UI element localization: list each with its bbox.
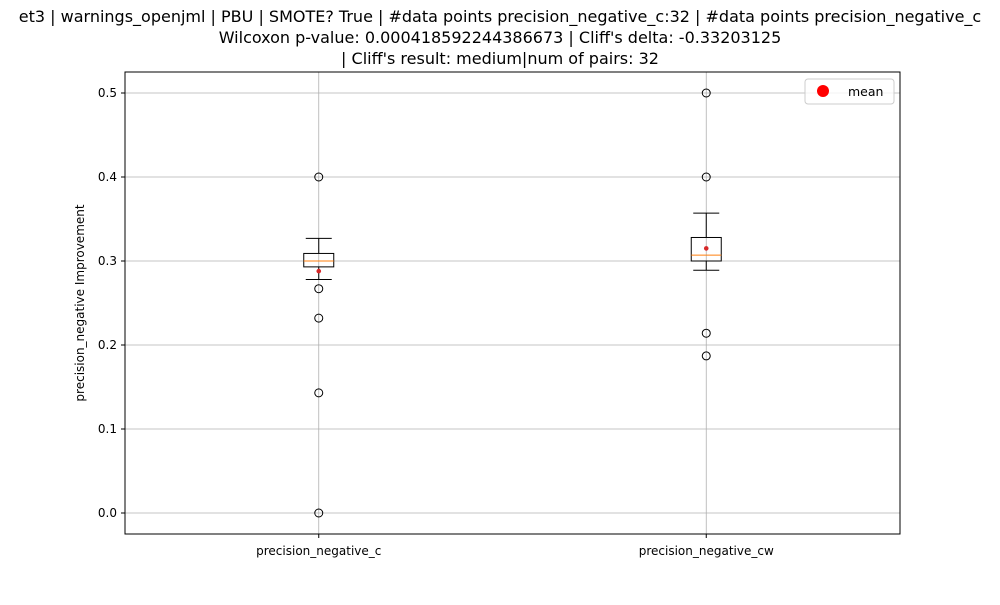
plot-area — [303, 88, 722, 518]
box-iqr — [690, 236, 722, 262]
mean-marker — [316, 268, 322, 274]
y-tick-label: 0.4 — [98, 170, 117, 184]
y-tick-label: 0.3 — [98, 254, 117, 268]
outlier-point — [314, 388, 324, 398]
y-tick-label: 0.2 — [98, 338, 117, 352]
y-axis-label: precision_negative Improvement — [73, 204, 87, 401]
box-iqr — [303, 252, 335, 268]
box-group-precision_negative_c — [303, 172, 335, 518]
outlier-point — [701, 328, 711, 338]
outlier-point — [701, 351, 711, 361]
y-axis: 0.0 0.1 0.2 0.3 0.4 0.5 — [98, 86, 125, 520]
outlier-point — [701, 88, 711, 98]
grid-lines — [125, 72, 900, 534]
legend-frame — [804, 78, 895, 105]
outlier-point — [701, 172, 711, 182]
legend-mean-marker — [817, 85, 829, 97]
chart-title-line-2: Wilcoxon p-value: 0.000418592244386673 |… — [219, 28, 782, 47]
y-tick-label: 0.0 — [98, 506, 117, 520]
chart-title-line-1: et3 | warnings_openjml | PBU | SMOTE? Tr… — [19, 7, 981, 27]
x-tick-label: precision_negative_cw — [639, 544, 774, 558]
x-tick-label: precision_negative_c — [256, 544, 381, 558]
legend-mean-label: mean — [848, 84, 883, 99]
y-tick-label: 0.1 — [98, 422, 117, 436]
outlier-point — [314, 172, 324, 182]
outlier-point — [314, 313, 324, 323]
chart-title-line-3: | Cliff's result: medium|num of pairs: 3… — [341, 49, 659, 68]
box-group-precision_negative_cw — [690, 88, 722, 361]
outlier-point — [314, 508, 324, 518]
x-axis: precision_negative_c precision_negative_c… — [256, 534, 774, 558]
y-tick-label: 0.5 — [98, 86, 117, 100]
legend: mean — [804, 78, 895, 105]
axes-frame — [124, 71, 901, 535]
outlier-point — [314, 284, 324, 294]
mean-marker — [703, 246, 709, 251]
